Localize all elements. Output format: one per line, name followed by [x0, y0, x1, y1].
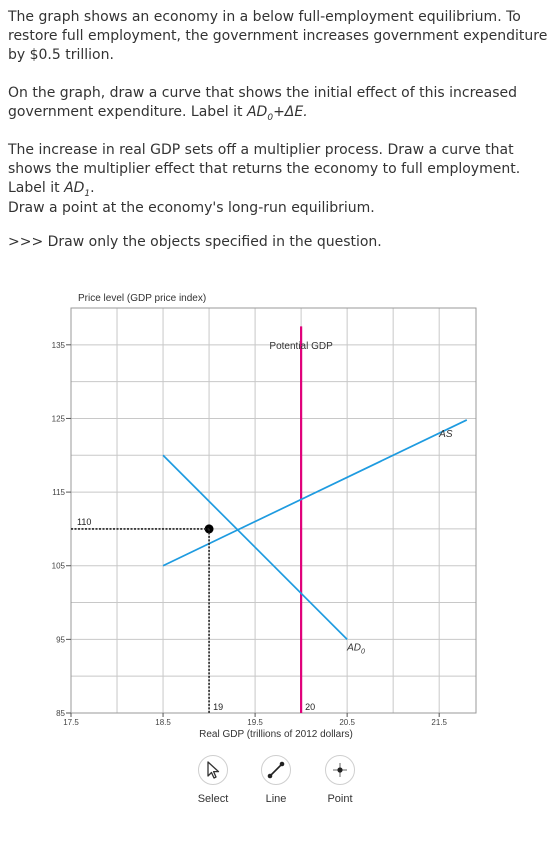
equilibrium-price-label-bg: [75, 515, 97, 527]
instruction-3: The increase in real GDP sets off a mult…: [8, 142, 521, 199]
x-tick-label: 21.5: [431, 718, 447, 727]
select-tool-label: Select: [197, 793, 229, 805]
chart-overlays: Potential GDP AS AD0 110 19 20: [71, 341, 453, 713]
x-tick-label: 17.5: [63, 718, 79, 727]
ad-as-graph[interactable]: 85 95 105 115 125 135 17.5 18.5 19.5 20.5 21.5 Pot…: [0, 280, 553, 750]
chart-series[interactable]: [162, 326, 468, 713]
y-tick-label: 85: [56, 709, 65, 718]
equilibrium-gdp-label: 19: [211, 701, 228, 712]
equilibrium-price-label-text: 110: [77, 517, 91, 527]
x-tick-label: 20.5: [339, 718, 355, 727]
y-axis-label: Price level (GDP price index): [78, 293, 206, 304]
x-axis-label: Real GDP (trillions of 2012 dollars): [199, 729, 353, 740]
cursor-arrow-icon: [198, 755, 228, 785]
line-tool-label: Line: [265, 793, 287, 805]
potential-gdp-value-label: 20: [303, 701, 320, 712]
equilibrium-gdp-label-bg: [211, 701, 228, 712]
instruction-5: >>> Draw only the objects specified in t…: [8, 234, 382, 250]
y-tick-label: 105: [52, 562, 66, 571]
point-tool-label: Point: [327, 793, 353, 805]
point-tool-button[interactable]: Point: [302, 755, 378, 805]
equilibrium-price-label: 110: [75, 515, 97, 527]
instruction-4: Draw a point at the economy's long-run e…: [8, 200, 375, 216]
potential-gdp-value-label-bg: [303, 701, 320, 712]
y-tick-label: 135: [52, 341, 66, 350]
y-tick-label: 115: [52, 488, 65, 497]
potential-gdp-label: Potential GDP: [269, 341, 333, 352]
y-tick-label: 95: [56, 635, 65, 644]
ad0-curve[interactable]: [162, 454, 348, 640]
x-tick-label: 18.5: [155, 718, 171, 727]
line-tool-button[interactable]: Line: [238, 755, 314, 805]
instruction-1: The graph shows an economy in a below fu…: [8, 9, 548, 63]
as-curve[interactable]: [162, 419, 468, 567]
chart-grid: [71, 308, 476, 713]
potential-gdp-value-label-text: 20: [305, 702, 315, 712]
instruction-2: On the graph, draw a curve that shows th…: [8, 85, 518, 123]
equilibrium-gdp-label-text: 19: [213, 702, 223, 712]
line-draw-icon: [261, 755, 291, 785]
as-label: AS: [438, 429, 453, 440]
point-draw-icon: [325, 755, 355, 785]
y-tick-label: 125: [52, 414, 66, 423]
axis-ticks: 85 95 105 115 125 135 17.5 18.5 19.5 20.5 21.5: [52, 341, 448, 727]
ad0-label: AD0: [346, 642, 365, 655]
plot-area[interactable]: [70, 307, 477, 714]
x-tick-label: 19.5: [247, 718, 263, 727]
select-tool-button[interactable]: Select: [175, 755, 251, 805]
